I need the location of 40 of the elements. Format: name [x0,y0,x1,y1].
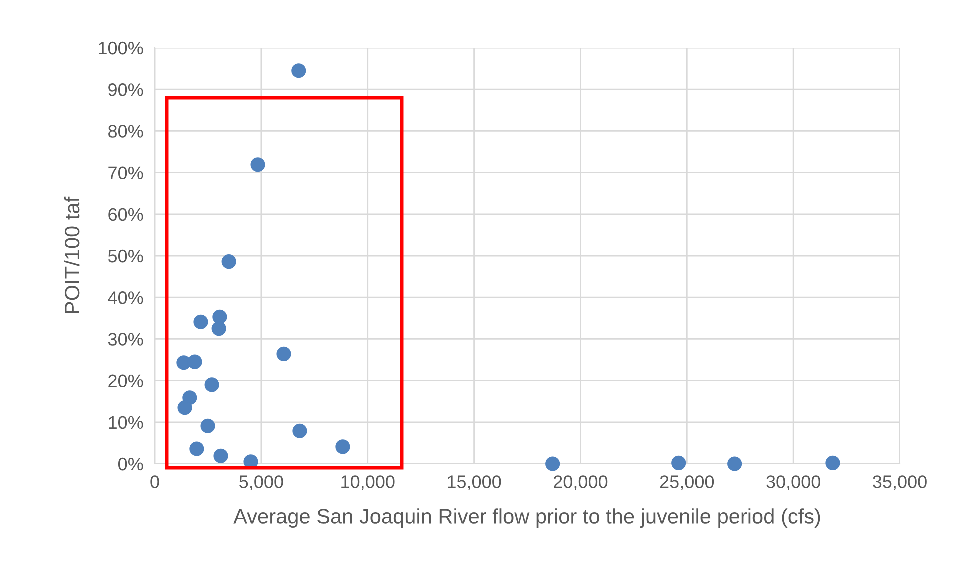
y-axis-title: POIT/100 taf [64,196,80,314]
x-tick-label: 30,000 [766,476,820,491]
point [200,418,216,434]
y-tick-label: 10% [109,416,144,430]
x-tick-label: 35,000 [873,476,927,491]
point [336,440,350,454]
x-tick-label: 15,000 [448,476,502,491]
x-tick-label: 0 [150,476,160,488]
point [546,456,560,472]
y-tick-label: 40% [108,292,144,304]
y-tick-label: 20% [108,374,144,388]
x-axis-title: Average San Joaquin River flow prior to the juvenile period (cfs) [234,508,820,528]
point [250,158,266,172]
point [214,448,228,464]
y-tick-label: 70% [108,166,144,180]
point [222,254,236,270]
point [190,442,204,456]
point [292,424,308,438]
point [292,64,306,78]
point [188,354,202,370]
y-tick-label: 60% [108,208,144,222]
point [276,346,292,362]
x-tick-label: 5,000 [240,476,284,491]
y-tick-label: 90% [108,84,144,96]
point [212,310,228,324]
y-tick-label: 100% [99,42,144,55]
point [204,378,220,392]
x-tick-label: 10,000 [342,476,395,491]
y-tick-label: 30% [108,333,144,346]
point [178,400,192,416]
y-tick-label: 50% [108,250,144,263]
x-tick-label: 25,000 [660,476,714,491]
point [212,322,226,336]
point [826,456,840,470]
point [672,456,686,470]
y-tick-label: 0% [118,458,144,471]
point [728,456,742,472]
y-tick-label: 80% [108,125,144,138]
x-tick-label: 20,000 [554,476,608,491]
point [194,314,208,330]
